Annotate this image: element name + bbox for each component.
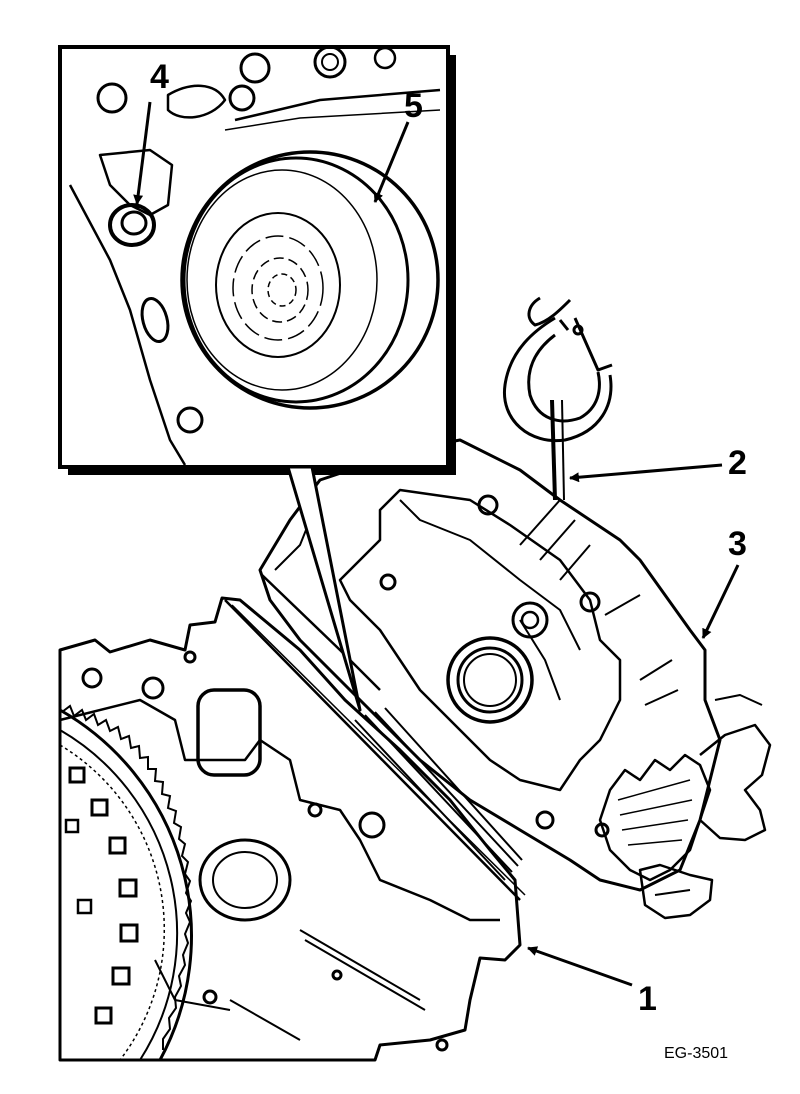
flywheel — [59, 704, 193, 1061]
timing-gear-cover — [258, 438, 722, 892]
detail-inset — [58, 45, 456, 712]
callout-3: 3 — [728, 525, 747, 563]
inset-pointer — [286, 465, 362, 712]
leader-line-2 — [569, 463, 723, 483]
mechanic-hands — [638, 694, 772, 920]
callout-4: 4 — [150, 58, 169, 96]
leader-lines — [133, 101, 740, 987]
leader-line-3 — [701, 564, 740, 639]
figure-id-label: EG-3501 — [664, 1045, 728, 1062]
leader-line-5 — [373, 121, 410, 203]
inset-content — [68, 45, 441, 466]
lifting-hook — [502, 296, 613, 501]
engine-block — [58, 596, 526, 1062]
callout-2: 2 — [728, 444, 747, 482]
callout-1: 1 — [638, 980, 657, 1018]
leader-line-4 — [133, 101, 152, 205]
leader-line-1 — [527, 946, 633, 987]
callout-5: 5 — [404, 87, 423, 125]
